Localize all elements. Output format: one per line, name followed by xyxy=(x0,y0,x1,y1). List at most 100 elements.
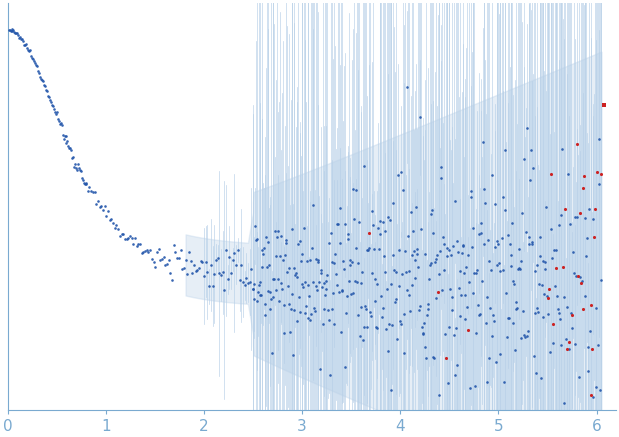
Point xyxy=(364,229,374,236)
Point xyxy=(508,277,517,284)
Point xyxy=(297,280,306,287)
Point xyxy=(264,262,274,269)
Point xyxy=(567,312,577,319)
Point xyxy=(383,347,393,354)
Point xyxy=(81,180,91,187)
Point xyxy=(144,249,154,256)
Point xyxy=(228,256,238,263)
Point xyxy=(475,310,485,317)
Point xyxy=(345,261,355,268)
Point xyxy=(511,306,521,313)
Point xyxy=(439,240,449,247)
Point xyxy=(261,312,271,319)
Point xyxy=(38,77,48,84)
Point xyxy=(595,386,605,393)
Point xyxy=(577,277,587,284)
Point xyxy=(31,62,41,69)
Point xyxy=(266,295,276,302)
Point xyxy=(230,249,240,256)
Point xyxy=(412,246,422,253)
Point xyxy=(353,312,363,319)
Point xyxy=(476,219,486,226)
Point xyxy=(261,233,271,240)
Point xyxy=(408,227,418,234)
Point xyxy=(449,332,459,339)
Point xyxy=(61,140,71,147)
Point xyxy=(36,75,46,82)
Point xyxy=(336,329,346,336)
Point xyxy=(548,340,558,347)
Point xyxy=(593,341,603,348)
Point xyxy=(202,269,212,276)
Point xyxy=(337,288,347,295)
Point xyxy=(564,345,574,352)
Point xyxy=(321,277,331,284)
Point xyxy=(402,286,412,293)
Point xyxy=(240,282,249,289)
Point xyxy=(50,109,59,116)
Point xyxy=(448,243,458,250)
Point xyxy=(385,216,395,223)
Point xyxy=(216,272,226,279)
Point xyxy=(274,298,284,305)
Point xyxy=(334,288,344,295)
Point xyxy=(233,246,243,253)
Point xyxy=(132,243,142,250)
Point xyxy=(59,136,69,143)
Point xyxy=(499,378,509,385)
Point xyxy=(347,259,357,266)
Point xyxy=(91,201,101,208)
Point xyxy=(37,76,47,83)
Point xyxy=(591,304,601,311)
Point xyxy=(81,180,91,187)
Point xyxy=(545,226,555,233)
Point xyxy=(540,258,550,265)
Point xyxy=(472,269,482,276)
Point xyxy=(342,292,352,299)
Point xyxy=(537,281,547,288)
Point xyxy=(348,289,358,296)
Point xyxy=(391,269,401,276)
Point xyxy=(581,292,591,299)
Point xyxy=(386,387,396,394)
Point xyxy=(581,252,591,259)
Point xyxy=(69,154,79,161)
Point xyxy=(11,29,20,36)
Point xyxy=(137,250,147,257)
Point xyxy=(56,121,66,128)
Point xyxy=(27,54,37,61)
Point xyxy=(319,280,329,287)
Point xyxy=(437,287,447,294)
Point xyxy=(391,296,400,303)
Point xyxy=(436,175,446,182)
Point xyxy=(67,155,77,162)
Point xyxy=(241,274,251,281)
Point xyxy=(262,238,272,245)
Point xyxy=(421,355,431,362)
Point xyxy=(382,285,392,292)
Point xyxy=(461,264,471,271)
Point xyxy=(470,382,480,389)
Point xyxy=(357,269,367,276)
Point xyxy=(599,101,609,108)
Point xyxy=(26,52,36,59)
Point xyxy=(370,276,380,283)
Point xyxy=(504,315,514,322)
Point xyxy=(149,258,158,265)
Point xyxy=(301,302,311,309)
Point xyxy=(154,246,163,253)
Point xyxy=(249,295,259,302)
Point xyxy=(373,325,383,332)
Point xyxy=(69,164,79,171)
Point xyxy=(553,222,563,229)
Point xyxy=(338,258,348,265)
Point xyxy=(509,281,519,288)
Point xyxy=(466,187,476,194)
Point xyxy=(370,297,379,304)
Point xyxy=(586,392,595,399)
Point xyxy=(490,243,500,250)
Point xyxy=(113,225,123,232)
Point xyxy=(20,42,30,49)
Point xyxy=(376,293,386,300)
Point xyxy=(292,317,301,324)
